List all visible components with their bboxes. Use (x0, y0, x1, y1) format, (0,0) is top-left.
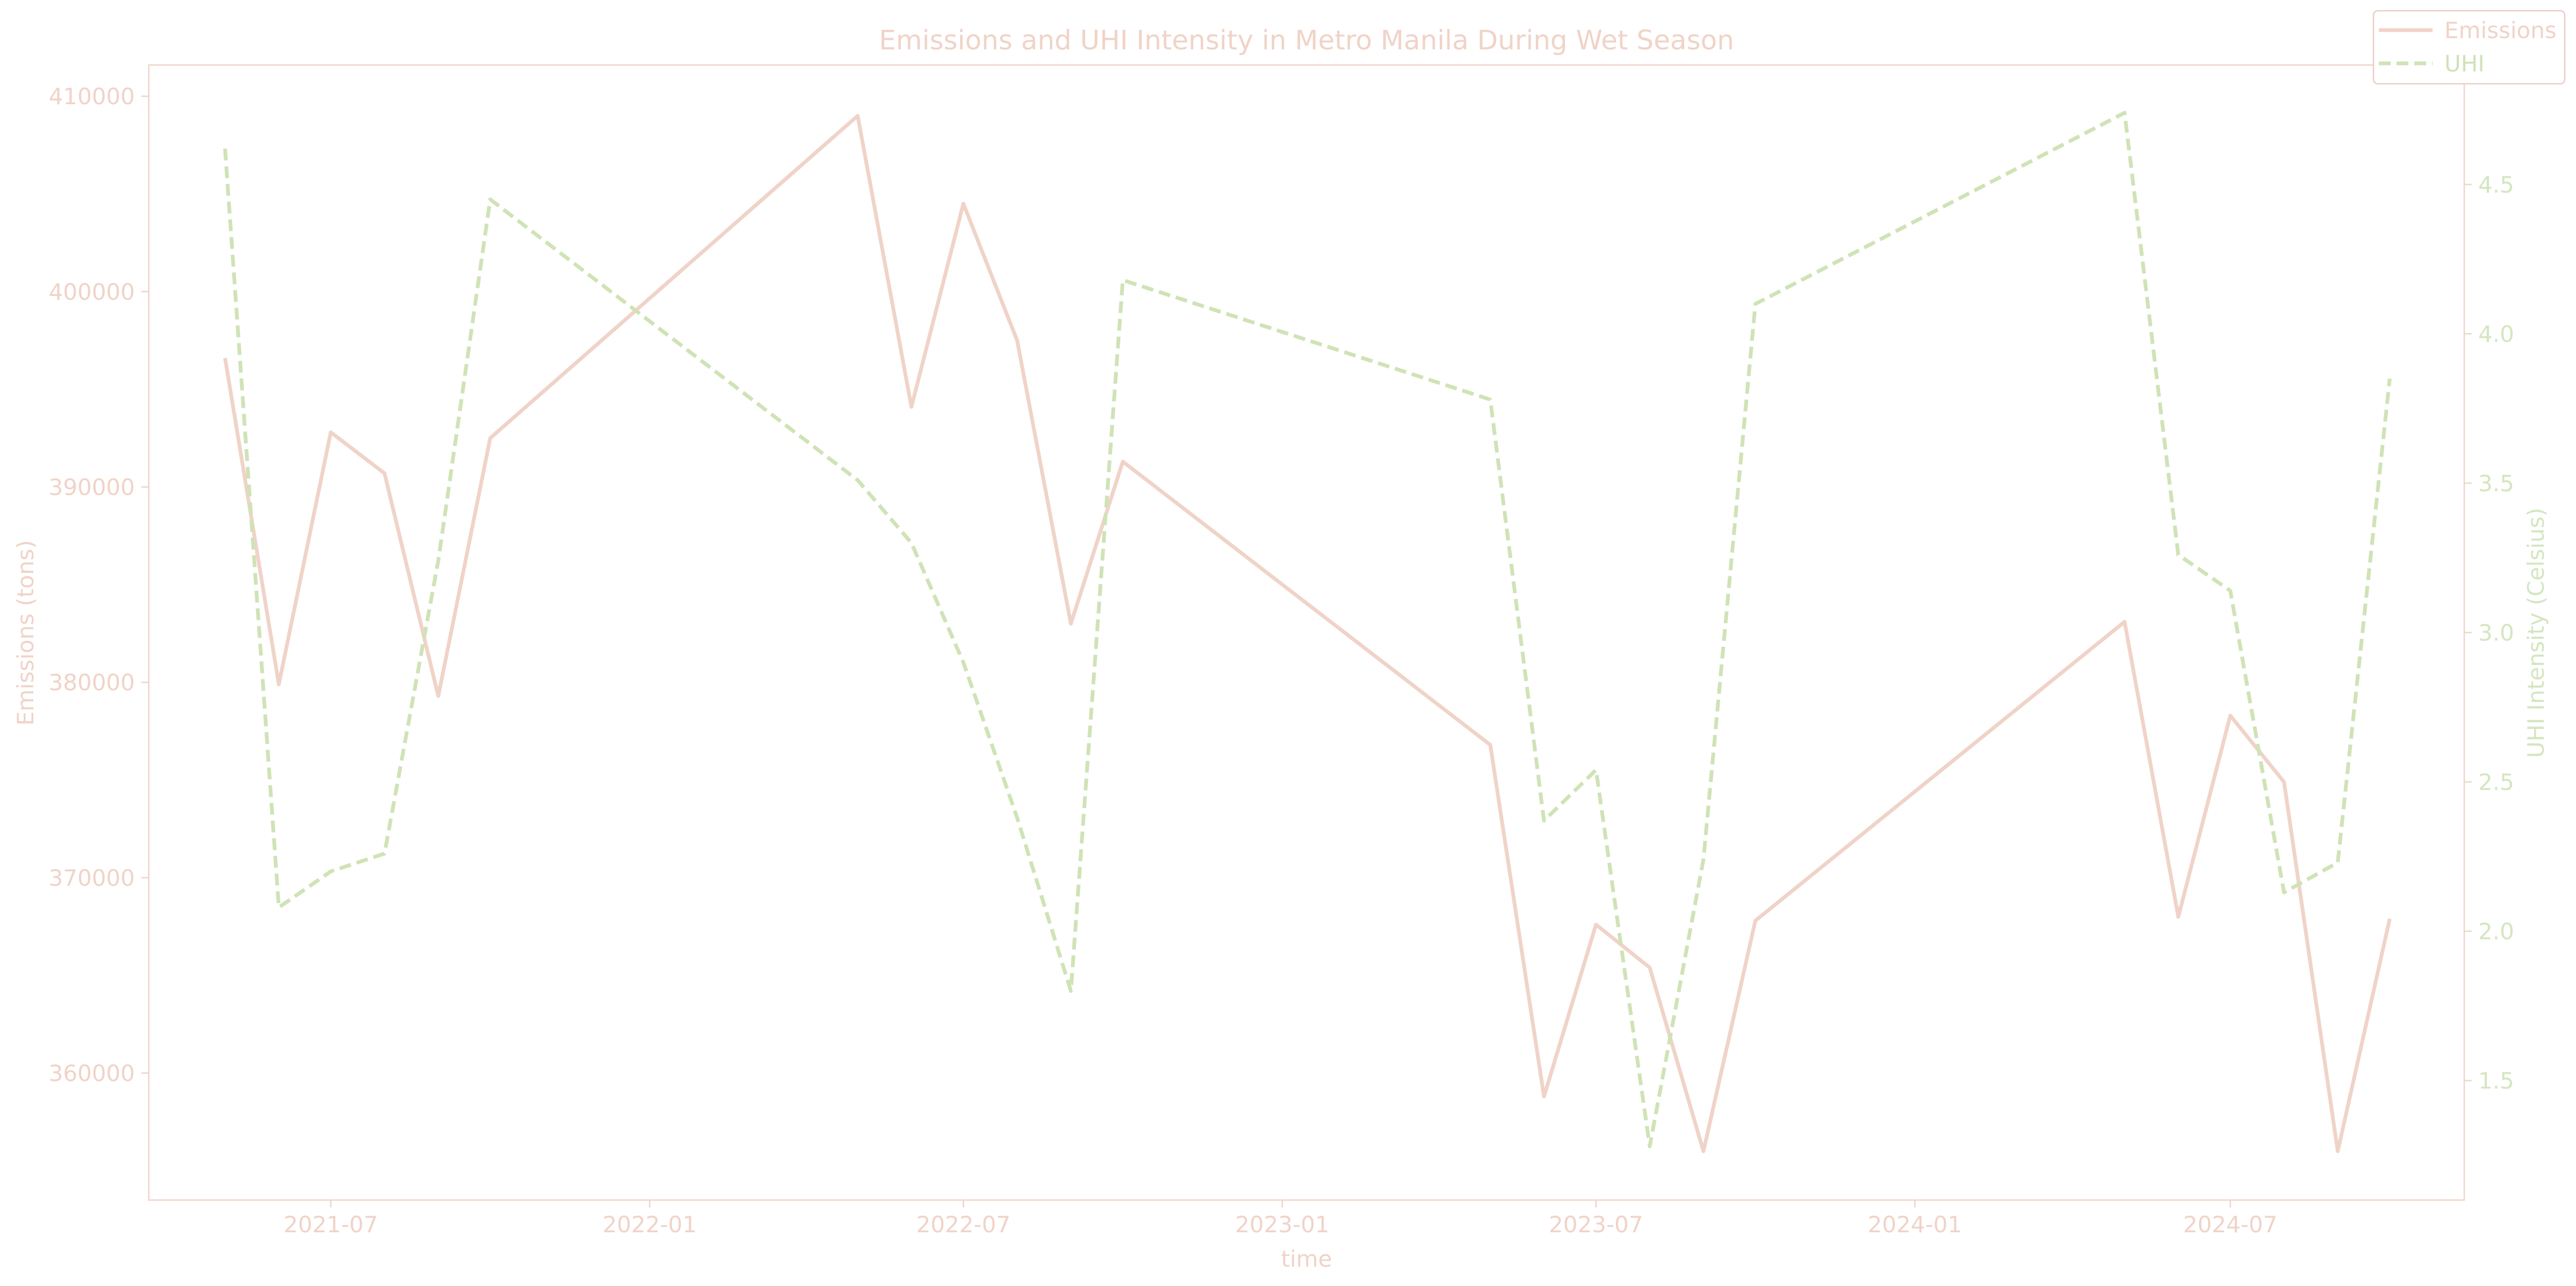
y-right-axis-ticks: 1.5 2.0 2.5 3.0 3.5 4.0 4.5 (2464, 171, 2514, 1094)
legend-label-uhi: UHI (2444, 50, 2485, 77)
y-left-tick-label: 370000 (49, 865, 135, 891)
y-left-axis-label: Emissions (tons) (12, 540, 39, 726)
x-tick-label: 2023-07 (1549, 1211, 1643, 1238)
y-right-tick-label: 3.5 (2478, 470, 2514, 496)
legend-label-emissions: Emissions (2444, 17, 2557, 44)
y-left-axis-ticks: 360000 370000 380000 390000 400000 410000 (49, 83, 149, 1087)
y-left-tick-label: 410000 (49, 83, 135, 110)
chart-title: Emissions and UHI Intensity in Metro Man… (879, 25, 1734, 56)
x-tick-label: 2023-01 (1235, 1211, 1330, 1238)
series-layer (223, 111, 2392, 1153)
y-left-tick-label: 390000 (49, 474, 135, 501)
plot-frame (148, 64, 2465, 1201)
y-right-axis-label: UHI Intensity (Celsius) (2523, 508, 2549, 758)
x-tick-label: 2024-01 (1868, 1211, 1962, 1238)
y-right-tick-label: 2.0 (2478, 919, 2514, 945)
x-tick-label: 2021-07 (284, 1211, 378, 1238)
x-axis-label: time (1281, 1246, 1332, 1272)
y-right-tick-label: 2.5 (2478, 769, 2514, 796)
y-right-tick-label: 4.0 (2478, 321, 2514, 347)
y-right-tick-label: 1.5 (2478, 1068, 2514, 1094)
legend: Emissions UHI (2372, 10, 2566, 85)
x-tick-label: 2022-07 (916, 1211, 1011, 1238)
series-line-emissions (223, 114, 2392, 1153)
y-left-tick-label: 400000 (49, 279, 135, 305)
x-tick-label: 2024-07 (2183, 1211, 2278, 1238)
y-left-tick-label: 380000 (49, 669, 135, 696)
y-left-tick-label: 360000 (49, 1060, 135, 1087)
y-right-tick-label: 3.0 (2478, 620, 2514, 646)
y-right-tick-label: 4.5 (2478, 171, 2514, 198)
x-tick-label: 2022-01 (603, 1211, 697, 1238)
series-line-uhi (223, 111, 2392, 1148)
x-axis-ticks: 2021-07 2022-01 2022-07 2023-01 2023-07 2024-… (284, 1200, 2277, 1238)
